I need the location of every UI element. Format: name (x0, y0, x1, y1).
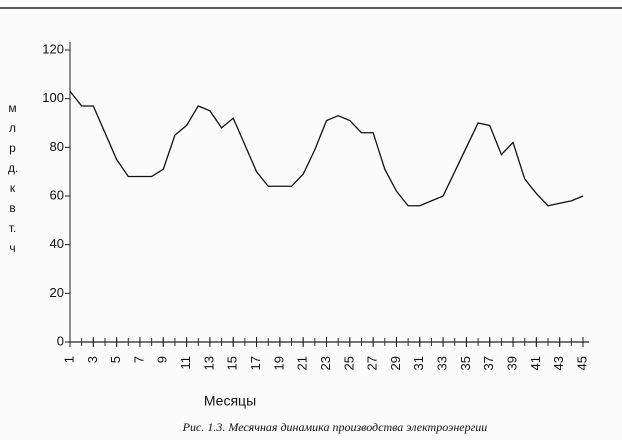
x-tick-label: 39 (504, 356, 519, 370)
y-tick-label: 40 (50, 236, 64, 251)
x-tick-label: 35 (458, 356, 473, 370)
x-tick-label: 43 (551, 356, 566, 370)
x-tick-label: 25 (341, 356, 356, 370)
x-tick-label: 17 (248, 356, 263, 370)
x-tick-label: 3 (85, 356, 100, 363)
x-tick-label: 37 (481, 356, 496, 370)
y-axis-label: млрд. квт. ч (8, 101, 19, 255)
data-line (69, 90, 584, 207)
x-axis-label: Месяцы (204, 393, 256, 409)
x-tick-label: 23 (318, 356, 333, 370)
y-tick-label: 100 (42, 90, 64, 105)
x-tick-label: 5 (108, 356, 123, 363)
y-tick-label: 120 (42, 41, 64, 56)
caption: Рис. 1.3. Месячная динамика производства… (182, 420, 488, 434)
x-tick-label: 9 (155, 356, 170, 363)
y-tick-label: 20 (50, 285, 64, 300)
x-tick-label: 13 (201, 356, 216, 370)
x-tick-label: 31 (411, 356, 426, 370)
y-tick-label: 0 (57, 333, 64, 348)
x-tick-label: 27 (365, 356, 380, 370)
x-tick-label: 1 (61, 356, 76, 363)
x-tick-label: 33 (435, 356, 450, 370)
x-tick-label: 45 (574, 356, 589, 370)
x-tick-label: 21 (295, 356, 310, 370)
x-tick-label: 11 (178, 356, 193, 370)
x-tick-label: 7 (131, 356, 146, 363)
x-tick-label: 41 (528, 356, 543, 370)
y-tick-label: 60 (50, 187, 64, 202)
x-tick-label: 15 (225, 356, 240, 370)
x-tick-label: 19 (271, 356, 286, 370)
x-tick-label: 29 (388, 356, 403, 370)
y-tick-label: 80 (50, 139, 64, 154)
